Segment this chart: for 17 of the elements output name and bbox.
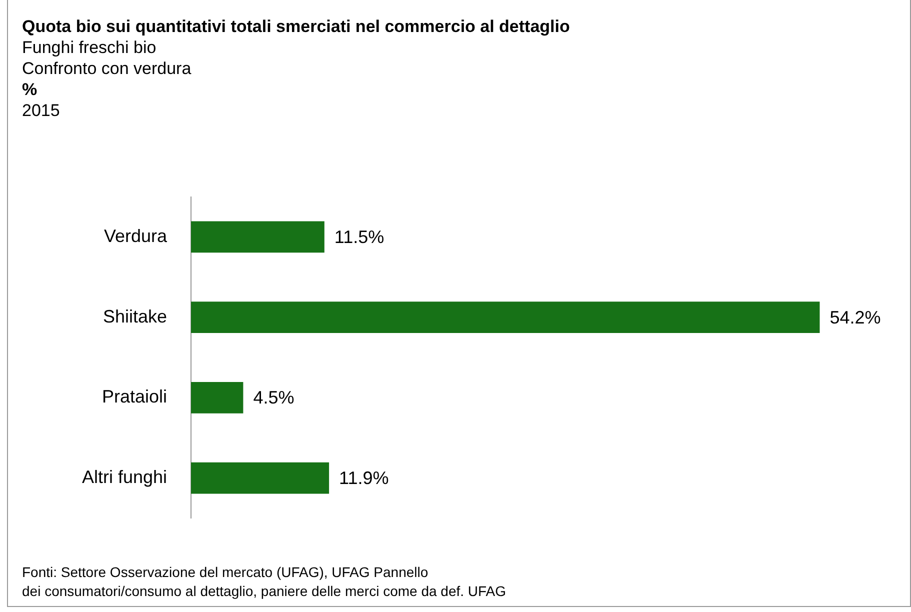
y-tick-label: Verdura [104, 226, 168, 246]
bar [191, 302, 820, 333]
bar [191, 462, 330, 494]
data-label: 54.2% [830, 307, 881, 328]
text: 2015 [22, 100, 61, 121]
text: Fonti: Settore Osservazione del mercato (UFAG), UFAG Pannello dei consumatori/consumo al dettaglio, paniere delle merci come da def. UFAG [22, 563, 506, 601]
data-label: 4.5% [253, 388, 294, 408]
data-label: 11.9% [339, 468, 389, 488]
text: % [22, 79, 38, 100]
y-tick-label: Altri funghi [82, 466, 167, 487]
y-tick-label: Shiitake [102, 306, 167, 326]
bar [191, 221, 324, 253]
chart-subtitle: Funghi freschi bio Confronto con verdura [22, 37, 192, 79]
data-label: 11.5% [334, 226, 384, 247]
chart-title: Quota bio sui quantitativi totali smerciati nel commercio al dettaglio [22, 16, 570, 37]
y-tick-label: Prataioli [102, 386, 167, 407]
bar [191, 382, 244, 414]
